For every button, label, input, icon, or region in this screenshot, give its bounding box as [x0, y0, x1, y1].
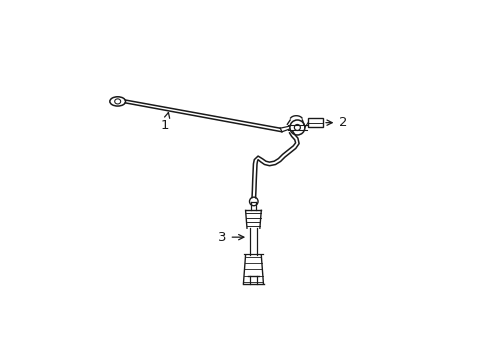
Text: 2: 2 — [325, 116, 347, 129]
Text: 1: 1 — [161, 112, 169, 131]
Bar — [307, 118, 323, 127]
Text: 3: 3 — [218, 231, 244, 244]
